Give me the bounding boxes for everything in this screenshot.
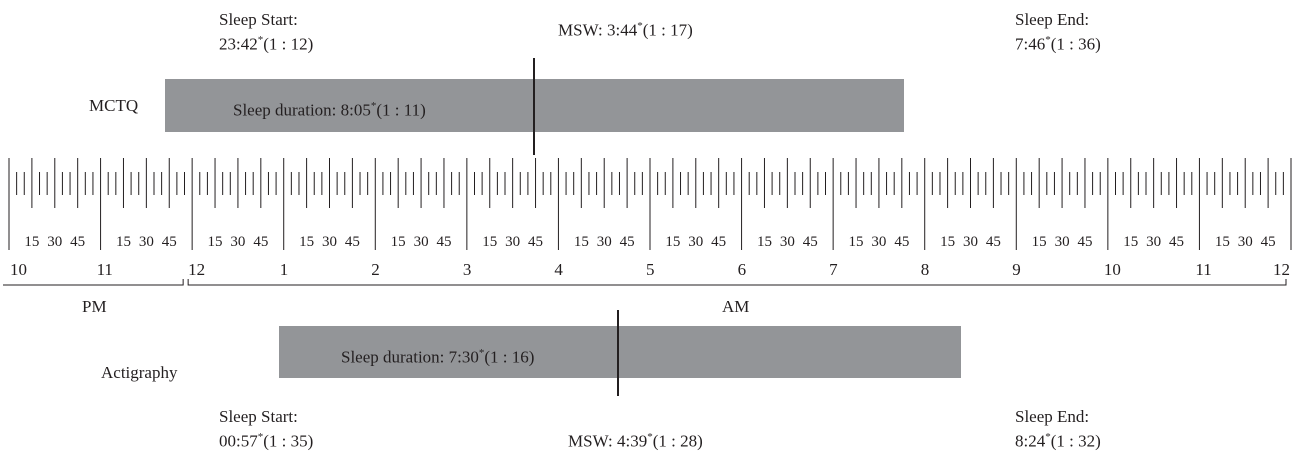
- mctq-sleep-start-label: Sleep Start: 23:42*(1 : 12): [219, 10, 314, 54]
- minute-label: 45: [1169, 234, 1184, 250]
- hour-label: 11: [1195, 260, 1211, 279]
- minute-label: 45: [986, 234, 1001, 250]
- pm-label: PM: [82, 297, 107, 316]
- minute-label: 30: [139, 234, 154, 250]
- hour-label: 9: [1012, 260, 1021, 279]
- actigraphy-msw-label: MSW: 4:39*(1 : 28): [568, 431, 703, 451]
- minute-label: 45: [253, 234, 268, 250]
- minute-label: 15: [757, 234, 772, 250]
- mctq-sleep-end-label: Sleep End: 7:46*(1 : 36): [1015, 10, 1101, 54]
- actigraphy-sleep-end-label: Sleep End: 8:24*(1 : 32): [1015, 407, 1101, 451]
- minute-label: 15: [940, 234, 955, 250]
- minute-label: 15: [24, 234, 39, 250]
- minute-label: 30: [597, 234, 612, 250]
- minute-label: 30: [1055, 234, 1070, 250]
- actigraphy-sleep-start-label: Sleep Start: 00:57*(1 : 35): [219, 407, 314, 451]
- actigraphy-sleep-duration-label: Sleep duration: 7:30*(1 : 16): [341, 347, 535, 367]
- minute-label: 30: [322, 234, 337, 250]
- minute-label: 30: [1238, 234, 1253, 250]
- minute-label: 30: [230, 234, 245, 250]
- actigraphy-msw-marker: [616, 310, 619, 396]
- minute-label: 15: [482, 234, 497, 250]
- minute-label: 45: [162, 234, 177, 250]
- minute-label: 45: [70, 234, 85, 250]
- mctq-sleep-duration-label: Sleep duration: 8:05*(1 : 11): [233, 100, 426, 120]
- actigraphy-row-label: Actigraphy: [101, 363, 178, 382]
- minute-label: 30: [1146, 234, 1161, 250]
- hour-label: 8: [921, 260, 930, 279]
- minute-label: 45: [894, 234, 909, 250]
- minute-label: 45: [436, 234, 451, 250]
- minute-label: 45: [1261, 234, 1276, 250]
- minute-label: 30: [505, 234, 520, 250]
- hour-label: 3: [463, 260, 472, 279]
- am-label: AM: [722, 297, 750, 316]
- minute-label: 45: [803, 234, 818, 250]
- minute-label: 45: [620, 234, 635, 250]
- minute-label: 15: [665, 234, 680, 250]
- hour-label: 7: [829, 260, 838, 279]
- pm-bracket: [3, 279, 184, 286]
- hour-label: 12: [1273, 260, 1290, 279]
- actigraphy-sleep-duration-bar: [279, 326, 962, 378]
- minute-label: 45: [711, 234, 726, 250]
- minute-label: 15: [391, 234, 406, 250]
- hour-label: 10: [1104, 260, 1121, 279]
- minute-label: 30: [414, 234, 429, 250]
- minute-label: 15: [116, 234, 131, 250]
- minute-label: 30: [47, 234, 62, 250]
- minute-label: 30: [963, 234, 978, 250]
- minute-label: 45: [1077, 234, 1092, 250]
- mctq-msw-marker: [532, 58, 535, 155]
- minute-label: 45: [345, 234, 360, 250]
- minute-label: 15: [1032, 234, 1047, 250]
- hour-label: 1: [280, 260, 289, 279]
- minute-label: 15: [849, 234, 864, 250]
- minute-label: 30: [688, 234, 703, 250]
- hour-label: 6: [738, 260, 747, 279]
- hour-label: 2: [371, 260, 380, 279]
- mctq-row-label: MCTQ: [89, 96, 139, 115]
- minute-label: 30: [871, 234, 886, 250]
- mctq-msw-label: MSW: 3:44*(1 : 17): [558, 20, 693, 40]
- hour-label: 12: [188, 260, 205, 279]
- minute-label: 45: [528, 234, 543, 250]
- hour-label: 4: [554, 260, 563, 279]
- am-bracket: [187, 279, 1287, 286]
- minute-label: 15: [1123, 234, 1138, 250]
- hour-label: 11: [97, 260, 113, 279]
- hour-label: 10: [10, 260, 27, 279]
- minute-label: 15: [1215, 234, 1230, 250]
- minute-label: 15: [574, 234, 589, 250]
- minute-label: 15: [208, 234, 223, 250]
- minute-label: 15: [299, 234, 314, 250]
- hour-label: 5: [646, 260, 655, 279]
- minute-label: 30: [780, 234, 795, 250]
